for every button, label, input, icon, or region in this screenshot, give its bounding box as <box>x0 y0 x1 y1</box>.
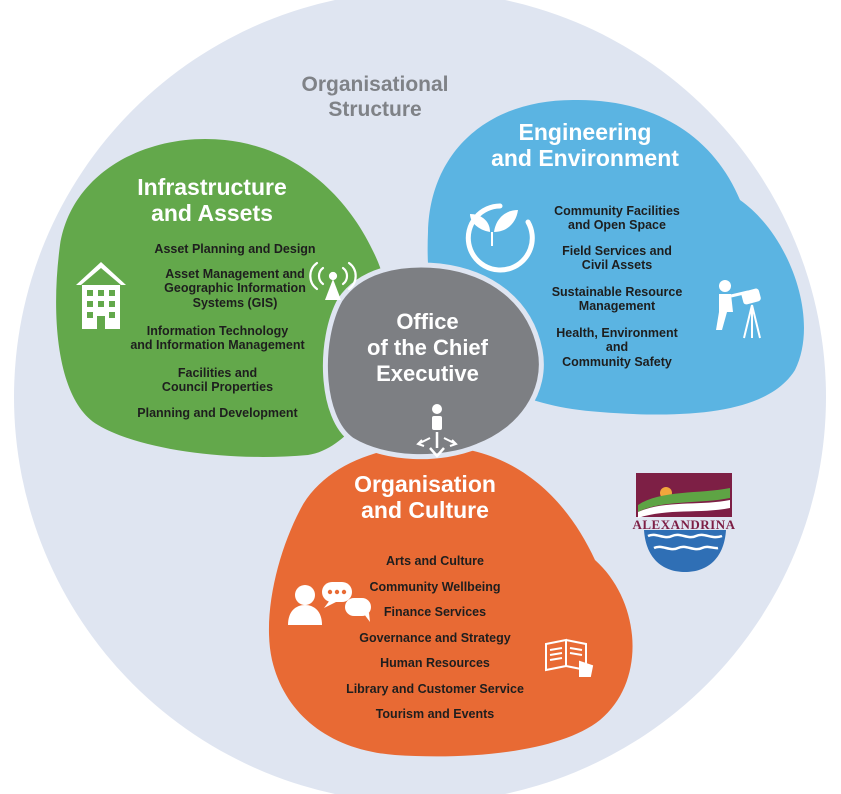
infrastructure-item: Facilities and Council Properties <box>100 366 335 395</box>
item-line: Community Wellbeing <box>369 580 501 594</box>
infrastructure-blob <box>56 138 390 457</box>
item-line: Human Resources <box>380 656 490 670</box>
office-title-line: of the Chief <box>367 334 488 360</box>
item-line: Library and Customer Service <box>346 682 524 696</box>
chat-people-icon <box>288 582 371 625</box>
person-arrows-icon <box>416 404 458 458</box>
item-line: Geographic Information <box>164 281 306 296</box>
engineering-title-line: and Environment <box>491 144 679 171</box>
engineering-item: Field Services and Civil Assets <box>527 244 707 273</box>
infrastructure-item: Information Technology and Information M… <box>100 324 335 353</box>
organisation-title: Organisation and Culture <box>310 471 540 524</box>
office-title: Office of the Chief Executive <box>345 309 510 387</box>
infrastructure-title: Infrastructure and Assets <box>102 174 322 227</box>
office-title-line: Office <box>396 309 459 334</box>
item-line: Management <box>578 299 656 314</box>
item-line: Field Services and <box>562 244 672 258</box>
organisation-item: Community Wellbeing <box>330 580 540 594</box>
book-touch-icon <box>545 638 594 677</box>
item-line: and Open Space <box>568 218 666 233</box>
item-line: and <box>605 340 629 355</box>
infrastructure-item: Planning and Development <box>100 406 335 420</box>
item-line: Planning and Development <box>137 406 298 420</box>
engineering-title: Engineering and Environment <box>455 119 715 172</box>
item-line: Tourism and Events <box>375 707 495 721</box>
engineering-item: Sustainable Resource Management <box>527 285 707 314</box>
alexandrina-logo-icon <box>636 473 732 572</box>
surveyor-icon <box>716 280 761 339</box>
office-title-line: Executive <box>376 360 479 386</box>
item-line: Arts and Culture <box>386 554 484 568</box>
item-line: Finance Services <box>383 605 487 619</box>
item-line: Information Technology <box>146 324 289 338</box>
item-line: Sustainable Resource <box>551 285 683 299</box>
radio-tower-icon <box>309 261 357 300</box>
infrastructure-item: Asset Management and Geographic Informat… <box>110 267 360 310</box>
organisation-item: Finance Services <box>330 605 540 619</box>
organisation-item: Governance and Strategy <box>330 631 540 645</box>
organisation-item: Library and Customer Service <box>330 682 540 696</box>
item-line: Health, Environment <box>556 326 678 340</box>
item-line: Systems (GIS) <box>192 295 278 310</box>
organisation-title-line: Organisation <box>354 471 496 497</box>
item-line: Governance and Strategy <box>359 631 511 645</box>
organisation-title-line: and Culture <box>361 496 489 523</box>
diagram-title: Organisational Structure <box>255 72 495 122</box>
infrastructure-title-line: Infrastructure <box>137 174 287 200</box>
office-blob <box>322 262 544 460</box>
logo-text: ALEXANDRINA <box>632 517 736 532</box>
engineering-title-line: Engineering <box>518 119 652 145</box>
item-line: and Information Management <box>130 338 305 353</box>
organisation-blob <box>268 445 633 757</box>
item-line: Civil Assets <box>581 258 653 273</box>
infrastructure-item: Asset Planning and Design <box>110 242 360 256</box>
item-line: Council Properties <box>161 380 274 395</box>
diagram-title-line: Structure <box>328 98 422 122</box>
item-line: Community Facilities <box>554 204 680 218</box>
organisation-item: Human Resources <box>330 656 540 670</box>
item-line: Asset Management and <box>165 267 305 281</box>
item-line: Asset Planning and Design <box>154 242 316 256</box>
building-icon <box>76 262 126 329</box>
item-line: Community Safety <box>562 354 672 369</box>
engineering-item: Health, Environment and Community Safety <box>527 326 707 369</box>
infrastructure-title-line: and Assets <box>151 199 273 226</box>
leaf-circle-icon <box>465 203 535 273</box>
organisation-item: Tourism and Events <box>330 707 540 721</box>
diagram-title-line: Organisational <box>301 73 449 96</box>
organisation-item: Arts and Culture <box>330 554 540 568</box>
engineering-item: Community Facilities and Open Space <box>527 204 707 233</box>
item-line: Facilities and <box>177 366 258 380</box>
